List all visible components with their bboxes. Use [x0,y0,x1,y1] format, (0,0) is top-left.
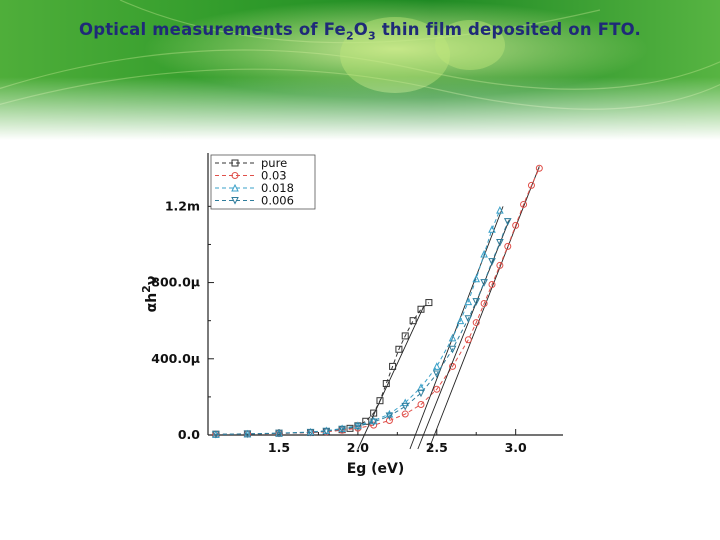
y-tick-label: 1.2m [165,198,200,213]
data-point-0.03 [488,280,496,288]
data-point-0.006 [369,418,378,427]
data-point-0.03 [527,181,535,189]
data-point-0.006 [212,430,220,439]
fit-line-0.018 [409,206,504,450]
slide-title: Optical measurements of Fe2O3 thin film … [0,20,720,42]
banner-background [0,0,720,140]
data-point-0.006 [417,389,425,398]
y-tick-label: 800.0μ [151,275,200,290]
legend-label-pure: pure [261,156,287,170]
data-point-0.006 [354,422,362,431]
data-point-0.03 [449,362,457,370]
data-point-0.03 [472,319,480,327]
data-point-0.006 [448,345,457,354]
data-point-0.03 [417,401,425,409]
data-point-0.006 [322,427,331,436]
data-point-0.006 [432,370,441,379]
x-tick-label: 3.0 [505,440,527,455]
y-axis-title-main: αh [144,293,160,313]
data-point-0.03 [512,221,520,229]
y-tick-label: 0.0 [178,427,200,442]
data-point-0.006 [401,402,410,411]
data-point-0.006 [503,218,512,226]
y-tick-label: 400.0μ [151,351,200,366]
data-point-0.006 [488,258,496,266]
data-point-0.006 [338,425,346,434]
data-point-0.03 [370,421,378,429]
data-point-0.006 [306,428,315,437]
data-point-0.006 [275,429,283,438]
data-point-pure [417,305,425,313]
data-point-0.006 [385,412,394,421]
data-point-0.018 [432,362,441,370]
data-point-pure [389,362,397,370]
series-line-pure [215,302,430,435]
title-mid: O [353,20,369,39]
data-point-0.006 [243,430,252,439]
title-post: thin film deposited on FTO. [375,20,641,39]
legend-label-0.018: 0.018 [261,181,294,195]
data-point-0.006 [472,298,481,306]
title-sub-2: 3 [368,29,376,43]
data-point-pure [346,424,354,432]
y-axis-title: αh2ν [140,276,160,313]
data-point-0.03 [480,300,488,308]
data-point-pure [401,332,409,340]
header-banner [0,0,720,140]
data-point-0.018 [464,297,473,306]
data-point-0.006 [480,279,488,287]
fit-line-0.006 [417,219,510,450]
y-axis-title-nu: ν [144,276,160,286]
data-point-0.03 [496,261,504,269]
series-line-0.006 [215,221,509,435]
data-point-pure [370,409,378,417]
data-point-0.018 [456,316,465,325]
data-point-0.018 [448,333,457,342]
data-point-pure [395,345,403,353]
legend-label-0.03: 0.03 [261,169,287,183]
data-point-0.018 [472,274,481,283]
x-axis-title: Eg (eV) [347,461,405,477]
data-point-0.018 [496,206,504,214]
title-pre: Optical measurements of Fe [78,20,346,39]
x-tick-label: 1.5 [268,440,290,455]
legend-box [210,154,316,210]
legend-label-0.006: 0.006 [261,194,294,208]
data-point-0.03 [504,242,512,250]
data-point-0.03 [433,385,441,393]
data-point-pure [425,299,433,307]
data-point-0.03 [535,164,543,172]
legend-marker-0.018 [231,183,239,192]
data-point-pure [376,397,384,405]
data-point-0.018 [480,249,488,258]
legend-marker-pure [231,159,239,167]
y-axis-title-sup: 2 [140,285,153,293]
data-point-0.006 [464,315,473,323]
legend-marker-0.006 [231,197,239,205]
data-point-0.018 [488,225,496,233]
data-point-0.006 [496,239,504,247]
data-point-0.018 [369,416,378,425]
legend-marker-0.03 [231,172,239,179]
data-point-pure [409,317,417,325]
data-point-0.03 [401,410,409,418]
data-point-0.03 [464,336,472,344]
data-point-pure [382,380,390,388]
data-point-0.018 [401,398,410,407]
data-point-0.03 [520,200,528,208]
title-sub-1: 2 [345,29,354,43]
fit-line-pure [357,305,425,450]
data-point-0.018 [385,409,394,418]
x-tick-label: 2.0 [347,440,369,455]
fit-line-0.03 [428,166,540,450]
